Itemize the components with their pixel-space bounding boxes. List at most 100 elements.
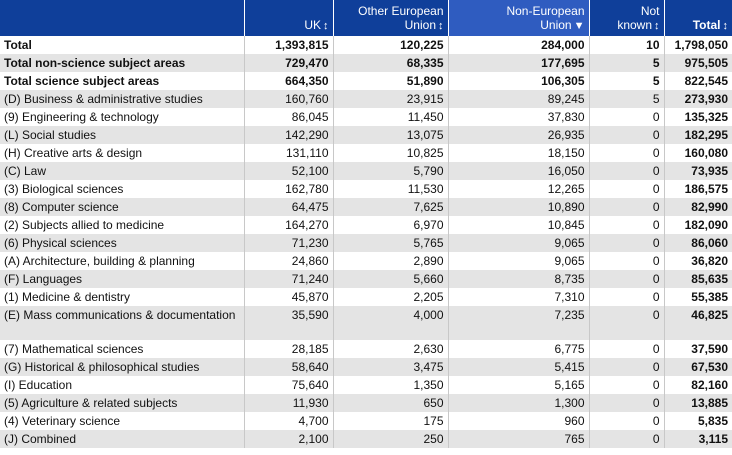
cell-total: 273,930	[664, 90, 732, 108]
cell-non-eu: 8,735	[448, 270, 590, 288]
cell-not-known: 0	[589, 358, 665, 376]
cell-label: (8) Computer science	[0, 198, 245, 216]
cell-label: (D) Business & administrative studies	[0, 90, 245, 108]
column-header-total-label: Total	[692, 18, 721, 32]
cell-other-eu: 175	[333, 412, 449, 430]
column-header-not-known-line1: Not	[640, 4, 660, 18]
table-row: (E) Mass communications & documentation 3…	[0, 306, 732, 340]
cell-label: (5) Agriculture & related subjects	[0, 394, 245, 412]
sort-updown-icon[interactable]: ↕	[323, 20, 329, 32]
cell-uk: 11,930	[244, 394, 334, 412]
cell-other-eu: 2,630	[333, 340, 449, 358]
cell-label: Total science subject areas	[0, 72, 245, 90]
sort-updown-icon[interactable]: ↕	[438, 20, 444, 32]
cell-other-eu: 5,790	[333, 162, 449, 180]
cell-label: (H) Creative arts & design	[0, 144, 245, 162]
cell-total: 67,530	[664, 358, 732, 376]
cell-total: 975,505	[664, 54, 732, 72]
column-header-not-known-line2: known	[617, 18, 652, 32]
cell-non-eu: 5,165	[448, 376, 590, 394]
table-row: (2) Subjects allied to medicine 164,270 6,…	[0, 216, 732, 234]
cell-not-known: 0	[589, 126, 665, 144]
table-row: (8) Computer science 64,475 7,625 10,890 0 82…	[0, 198, 732, 216]
table-row: (G) Historical & philosophical studies 58…	[0, 358, 732, 376]
cell-not-known: 0	[589, 144, 665, 162]
cell-other-eu: 7,625	[333, 198, 449, 216]
column-header-uk[interactable]: UK ↕	[244, 0, 334, 36]
cell-non-eu: 9,065	[448, 252, 590, 270]
cell-non-eu: 12,265	[448, 180, 590, 198]
cell-not-known: 0	[589, 394, 665, 412]
cell-total: 85,635	[664, 270, 732, 288]
cell-non-eu: 26,935	[448, 126, 590, 144]
cell-non-eu: 765	[448, 430, 590, 448]
cell-total: 46,825	[664, 306, 732, 340]
cell-total: 186,575	[664, 180, 732, 198]
cell-uk: 24,860	[244, 252, 334, 270]
cell-uk: 86,045	[244, 108, 334, 126]
column-header-non-eu-line1: Non-European	[506, 4, 585, 18]
cell-not-known: 10	[589, 36, 665, 54]
cell-label: (F) Languages	[0, 270, 245, 288]
table-row: (3) Biological sciences 162,780 11,530 12,2…	[0, 180, 732, 198]
cell-total: 135,325	[664, 108, 732, 126]
cell-label: (C) Law	[0, 162, 245, 180]
cell-total: 13,885	[664, 394, 732, 412]
cell-total: 82,160	[664, 376, 732, 394]
cell-total: 55,385	[664, 288, 732, 306]
cell-label: (1) Medicine & dentistry	[0, 288, 245, 306]
cell-other-eu: 68,335	[333, 54, 449, 72]
cell-other-eu: 120,225	[333, 36, 449, 54]
cell-not-known: 0	[589, 198, 665, 216]
cell-not-known: 0	[589, 270, 665, 288]
cell-non-eu: 6,775	[448, 340, 590, 358]
header-blank-cell	[0, 0, 245, 36]
cell-not-known: 0	[589, 288, 665, 306]
cell-total: 37,590	[664, 340, 732, 358]
cell-other-eu: 51,890	[333, 72, 449, 90]
column-header-non-eu-line2: Union	[540, 18, 572, 32]
cell-uk: 142,290	[244, 126, 334, 144]
sort-updown-icon[interactable]: ↕	[654, 20, 660, 32]
cell-not-known: 0	[589, 340, 665, 358]
cell-uk: 58,640	[244, 358, 334, 376]
cell-label: (J) Combined	[0, 430, 245, 448]
column-header-other-eu-line2: Union	[404, 18, 436, 32]
cell-non-eu: 5,415	[448, 358, 590, 376]
table-row: (I) Education 75,640 1,350 5,165 0 82,160	[0, 376, 732, 394]
table-row: (1) Medicine & dentistry 45,870 2,205 7,310…	[0, 288, 732, 306]
cell-total: 182,295	[664, 126, 732, 144]
column-header-not-known[interactable]: Not known ↕	[589, 0, 665, 36]
cell-other-eu: 13,075	[333, 126, 449, 144]
cell-uk: 664,350	[244, 72, 334, 90]
cell-other-eu: 250	[333, 430, 449, 448]
cell-label: (3) Biological sciences	[0, 180, 245, 198]
cell-label: (4) Veterinary science	[0, 412, 245, 430]
cell-other-eu: 5,765	[333, 234, 449, 252]
cell-other-eu: 2,890	[333, 252, 449, 270]
cell-not-known: 0	[589, 376, 665, 394]
cell-total: 1,798,050	[664, 36, 732, 54]
cell-uk: 164,270	[244, 216, 334, 234]
cell-non-eu: 106,305	[448, 72, 590, 90]
column-header-total[interactable]: Total ↕	[664, 0, 732, 36]
table-row: (7) Mathematical sciences 28,185 2,630 6,77…	[0, 340, 732, 358]
cell-non-eu: 18,150	[448, 144, 590, 162]
cell-not-known: 0	[589, 162, 665, 180]
cell-uk: 160,760	[244, 90, 334, 108]
cell-total: 73,935	[664, 162, 732, 180]
cell-other-eu: 5,660	[333, 270, 449, 288]
cell-non-eu: 16,050	[448, 162, 590, 180]
cell-other-eu: 10,825	[333, 144, 449, 162]
cell-non-eu: 1,300	[448, 394, 590, 412]
column-header-other-eu[interactable]: Other European Union ↕	[333, 0, 449, 36]
cell-other-eu: 1,350	[333, 376, 449, 394]
table-row: (4) Veterinary science 4,700 175 960 0 5,835	[0, 412, 732, 430]
sort-updown-icon[interactable]: ↕	[722, 20, 729, 32]
cell-total: 5,835	[664, 412, 732, 430]
column-header-non-eu[interactable]: Non-European Union ▼	[448, 0, 590, 36]
sort-desc-icon[interactable]: ▼	[573, 20, 585, 32]
column-header-uk-label: UK	[304, 18, 321, 32]
cell-non-eu: 89,245	[448, 90, 590, 108]
